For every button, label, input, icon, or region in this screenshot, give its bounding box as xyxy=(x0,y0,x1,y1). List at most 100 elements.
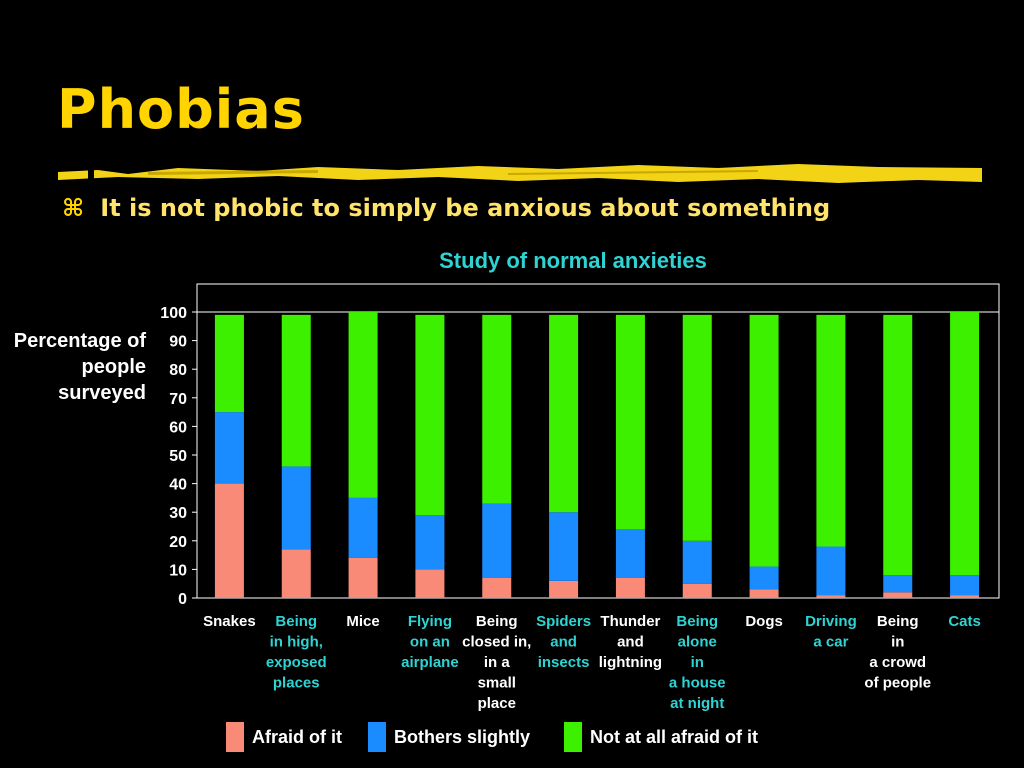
x-tick-label-line: of people xyxy=(864,675,931,692)
legend-swatch xyxy=(368,722,386,752)
y-tick-label: 100 xyxy=(160,305,187,322)
x-tick-label: Being in a crowd of people xyxy=(864,613,931,692)
bar-segment-not-at-all-afraid-of-it xyxy=(816,314,846,547)
x-tick-label-line: on an xyxy=(410,634,450,651)
bar-segment-afraid-of-it xyxy=(682,583,712,598)
x-tick-label-line: small xyxy=(478,675,516,692)
x-tick-label-line: and xyxy=(617,634,644,651)
x-tick-label-line: Cats xyxy=(948,613,981,630)
bar-segment-not-at-all-afraid-of-it xyxy=(281,314,311,467)
x-tick-label-line: Driving xyxy=(805,613,857,630)
bar-segment-afraid-of-it xyxy=(749,589,779,598)
legend-label: Afraid of it xyxy=(252,726,342,747)
bar-segment-afraid-of-it xyxy=(348,557,378,598)
x-tick-label-line: in high, xyxy=(270,634,323,651)
y-tick-label: 80 xyxy=(169,362,187,379)
x-tick-label-line: in xyxy=(891,634,904,651)
plot-area xyxy=(196,283,1000,599)
bar-segment-not-at-all-afraid-of-it xyxy=(549,314,579,513)
x-tick-label-line: Flying xyxy=(408,613,452,630)
x-tick-label-line: in a xyxy=(484,654,510,671)
legend-swatch xyxy=(564,722,582,752)
x-tick-label-line: Mice xyxy=(346,613,379,630)
x-tick-label-line: Thunder xyxy=(600,613,660,630)
x-tick-label-line: a car xyxy=(813,634,848,651)
x-tick-label: Flying on an airplane xyxy=(401,613,459,671)
slide-title: Phobias xyxy=(57,78,305,141)
x-tick-label: Being closed in, in a small place xyxy=(462,613,531,712)
bar-segment-bothers-slightly xyxy=(415,515,445,570)
bar-segment-not-at-all-afraid-of-it xyxy=(214,314,244,413)
x-tick-label: Thunder and lightning xyxy=(599,613,662,671)
y-tick-label: 10 xyxy=(169,562,187,579)
legend-label: Not at all afraid of it xyxy=(590,726,759,747)
bar-segment-not-at-all-afraid-of-it xyxy=(615,314,645,530)
bar-segment-afraid-of-it xyxy=(482,577,512,598)
x-tick-label-line: Dogs xyxy=(745,613,783,630)
x-tick-label-line: Being xyxy=(676,613,718,630)
bar-segment-afraid-of-it xyxy=(281,549,311,598)
legend-item-afraid: Afraid of it xyxy=(226,722,342,752)
bar-segment-not-at-all-afraid-of-it xyxy=(682,314,712,541)
y-tick-label: 30 xyxy=(169,505,187,522)
x-tick-label-line: closed in, xyxy=(462,634,531,651)
legend-item-not-afraid: Not at all afraid of it xyxy=(564,722,758,752)
x-tick-label: Dogs xyxy=(745,613,783,630)
x-tick-label-line: Being xyxy=(275,613,317,630)
bar-segment-not-at-all-afraid-of-it xyxy=(950,312,980,576)
bar-segment-bothers-slightly xyxy=(749,566,779,590)
legend-swatch xyxy=(226,722,244,752)
x-tick-label-line: in xyxy=(691,654,704,671)
bar-segment-bothers-slightly xyxy=(549,512,579,581)
legend-item-bothers: Bothers slightly xyxy=(368,722,530,752)
y-axis-label: Percentage of people surveyed xyxy=(13,330,146,404)
bar-segment-bothers-slightly xyxy=(482,503,512,578)
bar-segment-bothers-slightly xyxy=(348,497,378,558)
x-tick-label-line: places xyxy=(273,675,320,692)
bar-segment-not-at-all-afraid-of-it xyxy=(348,312,378,498)
legend-label: Bothers slightly xyxy=(394,726,531,747)
x-tick-label-line: airplane xyxy=(401,654,459,671)
x-tick-label-line: Snakes xyxy=(203,613,256,630)
bar-segment-not-at-all-afraid-of-it xyxy=(749,314,779,567)
bar-segment-bothers-slightly xyxy=(816,546,846,596)
bar-segment-afraid-of-it xyxy=(549,580,579,598)
bar-segment-not-at-all-afraid-of-it xyxy=(415,314,445,516)
y-tick-label: 20 xyxy=(169,534,187,551)
y-tick-label: 70 xyxy=(169,391,187,408)
bar-segment-bothers-slightly xyxy=(883,575,913,593)
y-tick-label: 50 xyxy=(169,448,187,465)
bar-segment-bothers-slightly xyxy=(682,540,712,584)
x-tick-label: Mice xyxy=(346,613,379,630)
bar-segment-bothers-slightly xyxy=(281,466,311,550)
bar-segment-bothers-slightly xyxy=(615,529,645,578)
x-tick-label-line: at night xyxy=(670,695,724,712)
bar-segment-afraid-of-it xyxy=(415,569,445,598)
x-tick-label-line: place xyxy=(478,695,516,712)
y-tick-label: 40 xyxy=(169,477,187,494)
bar-segment-not-at-all-afraid-of-it xyxy=(883,314,913,576)
bar-segment-afraid-of-it xyxy=(883,592,913,598)
x-tick-label-line: a house xyxy=(669,675,726,692)
bar-segment-afraid-of-it xyxy=(816,595,846,598)
bar-segment-bothers-slightly xyxy=(950,575,980,596)
command-key-icon: ⌘ xyxy=(62,194,85,222)
bar-segment-afraid-of-it xyxy=(615,577,645,598)
x-tick-label: Being in high, exposed places xyxy=(266,613,327,692)
y-tick-label: 0 xyxy=(178,591,187,608)
x-tick-label-line: a crowd xyxy=(869,654,926,671)
bar-segment-bothers-slightly xyxy=(214,412,244,484)
x-tick-label-line: Being xyxy=(877,613,919,630)
x-tick-label-line: lightning xyxy=(599,654,662,671)
x-tick-label-line: alone xyxy=(678,634,717,651)
x-tick-label: Driving a car xyxy=(805,613,857,651)
bullet-point: ⌘ It is not phobic to simply be anxious … xyxy=(62,194,830,222)
x-tick-label-line: Spiders xyxy=(536,613,591,630)
x-tick-label-line: insects xyxy=(538,654,590,671)
x-tick-label: Spiders and insects xyxy=(536,613,591,671)
yellow-brush-rule xyxy=(58,164,982,184)
bullet-text: It is not phobic to simply be anxious ab… xyxy=(100,194,831,222)
x-tick-label-line: Being xyxy=(476,613,518,630)
y-tick-label: 60 xyxy=(169,419,187,436)
